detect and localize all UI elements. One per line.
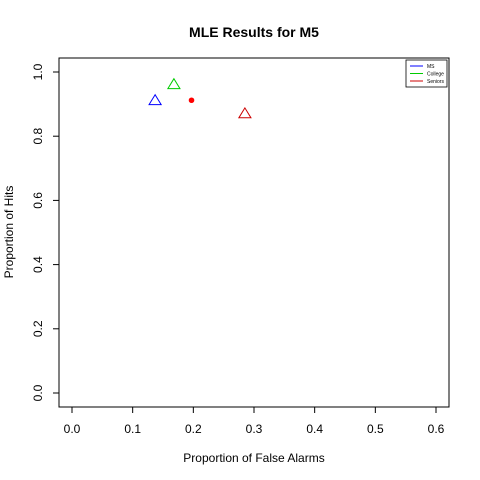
- x-axis-label: Proportion of False Alarms: [183, 451, 324, 465]
- plot-area-border: [58, 57, 450, 408]
- x-tick-label: 0.0: [64, 422, 81, 436]
- x-tick-label: 0.6: [428, 422, 445, 436]
- x-tick-label: 0.1: [124, 422, 141, 436]
- x-axis: 0.0 0.1 0.2 0.3 0.4 0.5 0.6: [64, 406, 445, 436]
- x-tick-label: 0.4: [306, 422, 323, 436]
- x-tick-label: 0.3: [246, 422, 263, 436]
- legend-label-seniors: Seniors: [427, 79, 444, 85]
- legend-label-ms: MS: [427, 64, 435, 70]
- point-dot: [188, 97, 195, 104]
- data-points: [148, 77, 252, 119]
- y-axis-label: Proportion of Hits: [2, 186, 16, 279]
- y-tick-label: 0.4: [31, 256, 45, 273]
- y-tick-label: 0.6: [31, 192, 45, 209]
- y-tick-label: 0.2: [31, 320, 45, 337]
- x-tick-label: 0.2: [185, 422, 202, 436]
- x-tick-label: 0.5: [367, 422, 384, 436]
- y-tick-label: 0.8: [31, 128, 45, 145]
- y-axis: 0.0 0.2 0.4 0.6 0.8 1.0: [31, 63, 60, 401]
- point-ms: [148, 93, 163, 106]
- y-tick-label: 1.0: [31, 63, 45, 80]
- legend-label-college: College: [427, 71, 444, 77]
- point-college: [166, 77, 181, 90]
- y-tick-label: 0.0: [31, 384, 45, 401]
- point-seniors: [237, 106, 252, 119]
- chart-title: MLE Results for M5: [189, 24, 319, 40]
